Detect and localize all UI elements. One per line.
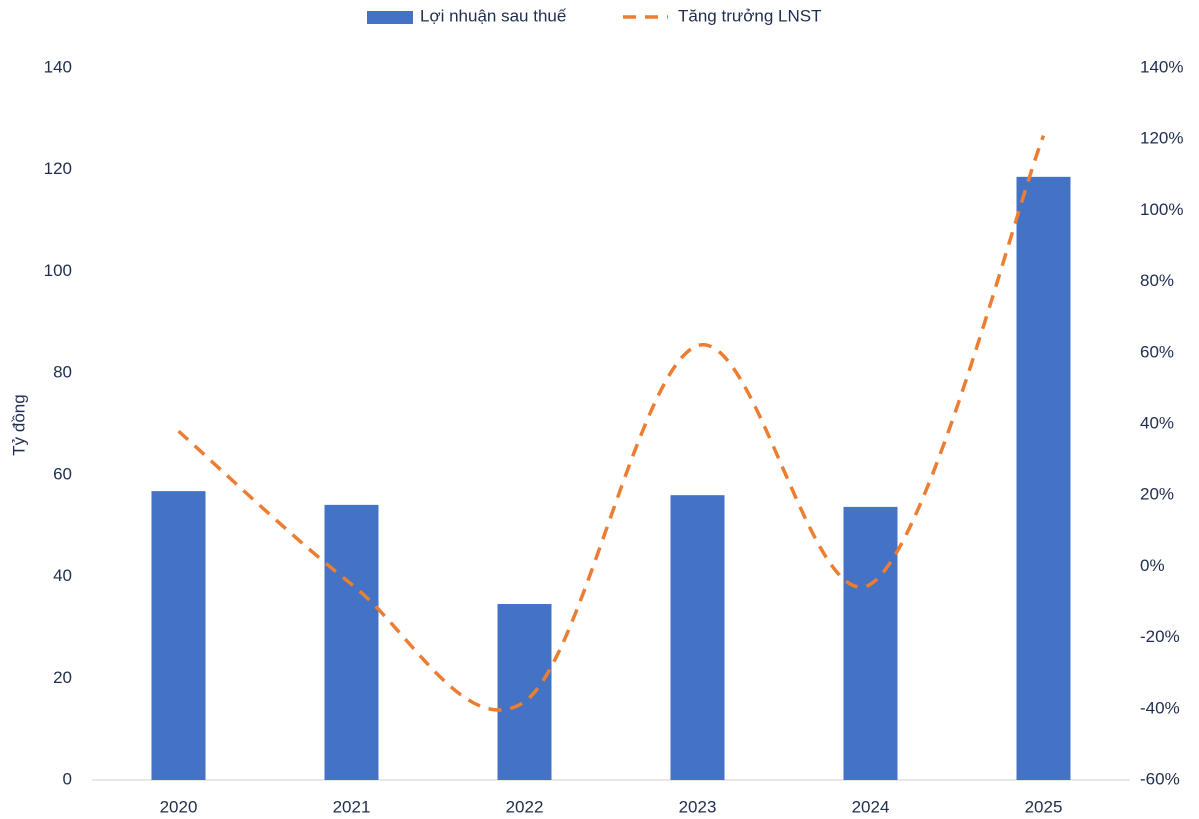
y-tick-label: 140: [44, 57, 72, 76]
y2-tick-label: 140%: [1140, 57, 1183, 76]
legend-swatch: [367, 11, 413, 24]
x-tick-label: 2022: [506, 797, 544, 816]
y2-tick-label: 20%: [1140, 485, 1174, 504]
y2-tick-label: 40%: [1140, 413, 1174, 432]
y2-tick-label: 120%: [1140, 129, 1183, 148]
y2-tick-label: 100%: [1140, 200, 1183, 219]
y2-tick-label: 80%: [1140, 271, 1174, 290]
bar: [1016, 176, 1071, 780]
bar: [843, 506, 898, 780]
y-tick-label: 120: [44, 159, 72, 178]
y2-tick-label: -60%: [1140, 769, 1180, 788]
y2-tick-label: -40%: [1140, 698, 1180, 717]
x-tick-label: 2024: [852, 797, 890, 816]
x-tick-label: 2021: [333, 797, 371, 816]
y2-tick-label: 0%: [1140, 556, 1165, 575]
y-tick-label: 100: [44, 261, 72, 280]
y2-tick-label: 60%: [1140, 342, 1174, 361]
bar: [670, 495, 725, 780]
y-tick-label: 60: [53, 464, 72, 483]
x-tick-label: 2025: [1025, 797, 1063, 816]
y2-tick-label: -20%: [1140, 627, 1180, 646]
y-axis-title: Tỷ đồng: [9, 394, 28, 455]
legend-label: Tăng trưởng LNST: [678, 6, 821, 25]
y-tick-label: 20: [53, 668, 72, 687]
bar: [151, 491, 206, 780]
y-tick-label: 0: [63, 769, 72, 788]
bar: [497, 604, 552, 780]
y-tick-label: 40: [53, 566, 72, 585]
line: [177, 135, 1046, 712]
x-tick-label: 2020: [160, 797, 198, 816]
legend-label: Lợi nhuận sau thuế: [420, 6, 567, 25]
y-tick-label: 80: [53, 363, 72, 382]
x-tick-label: 2023: [679, 797, 717, 816]
bar: [324, 504, 379, 780]
